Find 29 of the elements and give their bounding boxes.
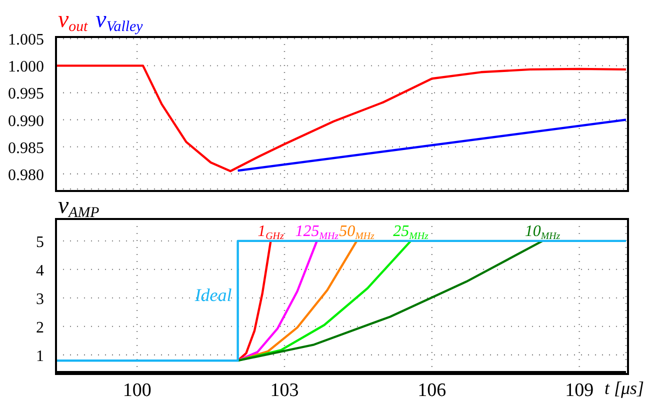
y-tick-label: 4 (36, 262, 44, 280)
line-series (236, 240, 272, 362)
text: v$_{Valley}$ (96, 7, 144, 35)
series-label: 50$_{MHz}$ (339, 222, 374, 242)
y-tick-label: 1.000 (8, 58, 44, 76)
series-label: 125$_{MHz}$ (295, 222, 339, 242)
y-tick-label: 1 (36, 348, 44, 365)
series-label: 25$_{MHz}$ (393, 222, 429, 242)
series-label: 1$_{GHz}$ (258, 222, 284, 242)
series-label: v$_{out}$ (58, 7, 89, 35)
series-label: 10$_{MHz}$ (524, 222, 560, 242)
x-tick-label: 106 (418, 380, 446, 401)
y-axis-title: v$_{AMP}$ (58, 193, 100, 221)
x-axis-title: t [μs] (604, 378, 644, 398)
line-series (56, 64, 626, 172)
y-tick-label: 2 (36, 319, 44, 336)
y-tick-label: 0.990 (8, 112, 44, 130)
x-tick-label: 103 (270, 380, 299, 401)
line-series (236, 240, 318, 362)
x-tick-label: 109 (565, 380, 594, 401)
y-tick-label: 0.985 (8, 140, 44, 157)
y-tick-label: 1.005 (8, 32, 44, 49)
x-tick-label: 100 (122, 380, 152, 401)
y-tick-label: 0.980 (8, 166, 44, 184)
line-series (236, 240, 544, 362)
y-tick-label: 0.995 (8, 86, 44, 103)
y-tick-label: 5 (36, 234, 44, 251)
series-label: Ideal (194, 284, 232, 305)
y-tick-label: 3 (36, 290, 44, 308)
